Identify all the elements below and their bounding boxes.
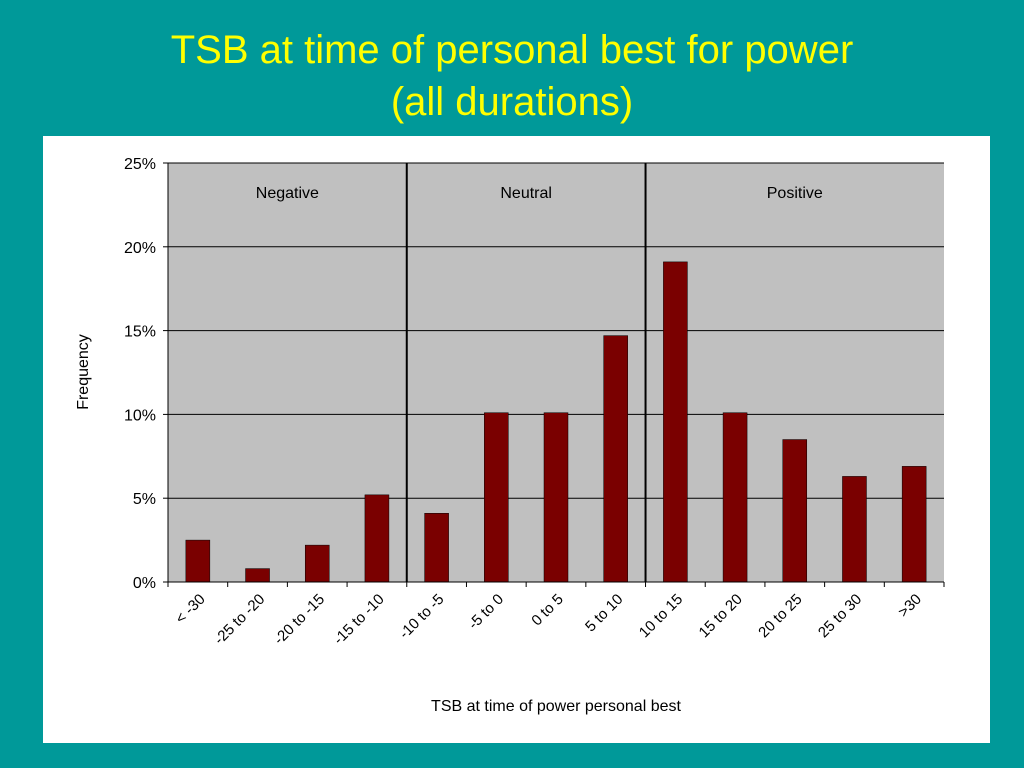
bar bbox=[304, 544, 330, 583]
region-label: Positive bbox=[767, 185, 823, 202]
x-tick-label: -25 to -20 bbox=[211, 591, 268, 648]
x-tick-label: 0 to 5 bbox=[528, 591, 567, 630]
bar bbox=[901, 466, 927, 583]
x-tick-label: 25 to 30 bbox=[815, 591, 865, 641]
x-tick-label: -20 to -15 bbox=[271, 591, 328, 648]
y-tick-label: 20% bbox=[124, 240, 156, 257]
slide-title-line-1: TSB at time of personal best for power bbox=[170, 28, 854, 72]
y-tick-label: 25% bbox=[124, 156, 156, 173]
bar bbox=[185, 539, 211, 583]
bar bbox=[484, 412, 509, 583]
x-tick-label: >30 bbox=[895, 591, 925, 621]
slide-title-line-2: (all durations) bbox=[390, 80, 634, 124]
x-tick-label: 15 to 20 bbox=[696, 591, 746, 641]
bar bbox=[543, 412, 569, 583]
x-tick-label: -15 to -10 bbox=[330, 591, 387, 648]
region-labels: Negative Neutral Positive bbox=[256, 185, 823, 202]
x-axis-ticks: < -30 -25 to -20 -20 to -15 -15 to -10 -10 t… bbox=[167, 582, 945, 648]
y-tick-label: 15% bbox=[124, 324, 156, 341]
y-tick-label: 5% bbox=[133, 491, 156, 508]
bars bbox=[185, 261, 927, 583]
region-dividers bbox=[405, 163, 647, 582]
bar bbox=[603, 335, 628, 583]
bar bbox=[722, 412, 748, 583]
x-tick-label: 20 to 25 bbox=[755, 591, 805, 641]
bar bbox=[663, 261, 688, 583]
x-tick-label: -10 to -5 bbox=[396, 591, 448, 643]
x-tick-label: < -30 bbox=[172, 591, 208, 627]
y-axis-title: Frequency bbox=[75, 334, 92, 410]
bar-chart: 0% 5% 10% 15% 20% 25% Negative Neutral Positive… bbox=[75, 156, 945, 715]
y-axis-ticks: 0% 5% 10% 15% 20% 25% bbox=[124, 156, 168, 592]
y-tick-label: 10% bbox=[124, 407, 156, 424]
bar bbox=[424, 513, 449, 583]
bar bbox=[364, 494, 390, 583]
region-label: Negative bbox=[256, 185, 319, 202]
y-tick-label: 0% bbox=[133, 575, 156, 592]
x-axis-title: TSB at time of power personal best bbox=[431, 698, 681, 715]
x-tick-label: 10 to 15 bbox=[636, 591, 686, 641]
bar bbox=[245, 568, 270, 583]
bar bbox=[842, 476, 867, 583]
slide-title: TSB at time of personal best for power (… bbox=[0, 24, 1024, 128]
region-label: Neutral bbox=[500, 185, 552, 202]
bar bbox=[782, 439, 808, 583]
x-tick-label: -5 to 0 bbox=[465, 591, 507, 633]
chart-panel: 0% 5% 10% 15% 20% 25% Negative Neutral Positive… bbox=[43, 136, 990, 743]
x-tick-label: 5 to 10 bbox=[582, 591, 626, 635]
